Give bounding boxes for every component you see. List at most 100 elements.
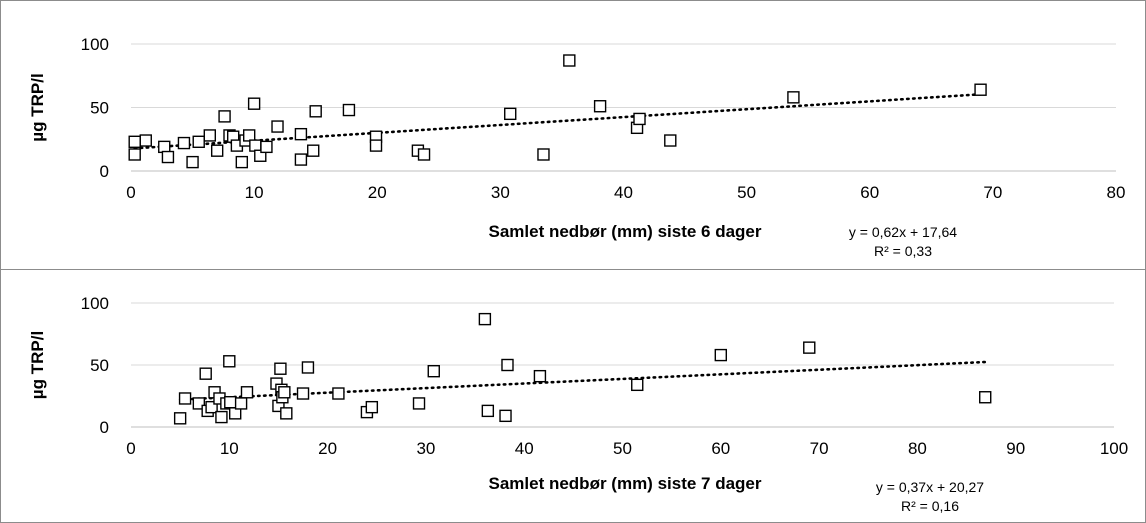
x-tick-label-10: 10 <box>245 183 264 202</box>
data-point-18 <box>249 139 262 152</box>
data-point-10 <box>223 355 236 368</box>
data-point-35 <box>714 348 727 362</box>
data-point-13 <box>234 397 248 410</box>
x-tick-label-60: 60 <box>860 183 879 202</box>
x-tick-label-40: 40 <box>614 183 633 202</box>
data-point-28 <box>427 364 440 378</box>
x-tick-label-30: 30 <box>491 183 510 202</box>
trendline-r-squared: R² = 0,16 <box>901 498 959 514</box>
data-point-33 <box>563 54 576 67</box>
data-point-3 <box>199 367 212 380</box>
x-tick-label-50: 50 <box>737 183 756 202</box>
x-tick-label-0: 0 <box>126 439 135 458</box>
data-point-4 <box>161 150 175 164</box>
data-point-26 <box>365 400 379 414</box>
trendline <box>133 92 982 150</box>
data-point-36 <box>633 112 646 126</box>
x-tick-label-90: 90 <box>1006 439 1025 458</box>
x-tick-label-20: 20 <box>368 183 387 202</box>
data-point-26 <box>342 103 356 117</box>
x-tick-label-10: 10 <box>220 439 239 458</box>
data-point-8 <box>215 410 228 424</box>
data-point-36 <box>803 341 816 354</box>
data-point-21 <box>280 407 293 420</box>
data-point-7 <box>192 135 205 148</box>
x-tick-label-40: 40 <box>515 439 534 458</box>
data-point-29 <box>478 312 492 326</box>
data-point-2 <box>192 397 206 410</box>
x-tick-label-70: 70 <box>983 183 1002 202</box>
x-tick-label-60: 60 <box>711 439 730 458</box>
data-point-21 <box>271 120 284 133</box>
data-point-34 <box>631 378 644 392</box>
chart-panel-6-days: 0 50 100 0 10 20 30 40 50 60 70 80 µg TRP/l Samlet ne… <box>0 0 1146 270</box>
data-point-37 <box>664 134 677 147</box>
data-point-16 <box>242 129 256 142</box>
data-point-8 <box>203 129 217 142</box>
data-point-1 <box>178 392 192 405</box>
data-point-5 <box>205 400 218 414</box>
scatter-chart-6-days: 0 50 100 0 10 20 30 40 50 60 70 80 µg TRP/l Samlet ne… <box>28 35 1126 259</box>
data-point-20 <box>260 140 273 154</box>
x-tick-label-0: 0 <box>126 183 135 202</box>
trendline-equation: y = 0,62x + 17,64 <box>849 224 957 240</box>
data-point-28 <box>369 139 383 152</box>
data-point-20 <box>278 386 291 399</box>
data-point-17 <box>247 97 261 110</box>
data-point-22 <box>294 153 308 166</box>
data-point-27 <box>412 397 426 410</box>
x-tick-label-30: 30 <box>416 439 435 458</box>
data-point-2 <box>139 134 152 147</box>
data-point-1 <box>128 148 141 161</box>
x-tick-label-80: 80 <box>908 439 927 458</box>
data-point-34 <box>593 100 607 113</box>
data-point-25 <box>309 105 322 118</box>
trendline-equation: y = 0,37x + 20,27 <box>876 479 984 495</box>
y-tick-label-50: 50 <box>90 99 109 118</box>
y-tick-label-0: 0 <box>100 162 109 181</box>
data-point-23 <box>294 127 308 141</box>
trendline-r-squared: R² = 0,33 <box>874 243 932 259</box>
data-point-37 <box>979 391 992 404</box>
data-point-11 <box>224 395 237 409</box>
trendline <box>178 360 987 401</box>
data-point-24 <box>307 144 320 157</box>
x-tick-label-80: 80 <box>1107 183 1126 202</box>
data-point-5 <box>177 136 191 150</box>
x-tick-label-20: 20 <box>318 439 337 458</box>
x-axis-title: Samlet nedbør (mm) siste 7 dager <box>488 474 761 493</box>
data-point-24 <box>332 387 345 400</box>
data-point-0 <box>128 135 141 148</box>
scatter-chart-7-days: 0 50 100 0 10 20 30 40 50 60 70 80 90 100 µg TRP/l Saml… <box>28 294 1128 514</box>
x-tick-label-50: 50 <box>613 439 632 458</box>
y-tick-label-100: 100 <box>81 35 109 54</box>
data-point-30 <box>417 148 431 161</box>
data-point-23 <box>301 361 315 374</box>
y-axis-title: µg TRP/l <box>28 73 47 141</box>
data-point-39 <box>974 83 987 96</box>
x-tick-label-100: 100 <box>1100 439 1128 458</box>
data-point-14 <box>240 386 254 399</box>
data-point-32 <box>537 148 550 161</box>
y-tick-label-0: 0 <box>100 418 109 437</box>
x-axis-title: Samlet nedbør (mm) siste 6 dager <box>488 222 761 241</box>
data-point-0 <box>173 412 187 425</box>
y-tick-label-100: 100 <box>81 294 109 313</box>
data-point-32 <box>501 358 514 372</box>
y-tick-label-50: 50 <box>90 356 109 375</box>
data-point-31 <box>504 107 517 121</box>
y-axis-title: µg TRP/l <box>28 331 47 399</box>
data-point-14 <box>235 155 249 169</box>
data-point-3 <box>158 140 171 154</box>
data-point-6 <box>186 155 199 169</box>
data-point-9 <box>210 144 224 157</box>
data-point-33 <box>533 369 547 383</box>
data-point-17 <box>274 362 287 375</box>
data-point-22 <box>296 387 310 400</box>
data-point-10 <box>218 110 231 123</box>
data-point-38 <box>787 91 800 104</box>
x-tick-label-70: 70 <box>810 439 829 458</box>
chart-panel-7-days: 0 50 100 0 10 20 30 40 50 60 70 80 90 100 µg TRP/l Saml… <box>0 269 1146 523</box>
data-point-30 <box>481 404 495 418</box>
